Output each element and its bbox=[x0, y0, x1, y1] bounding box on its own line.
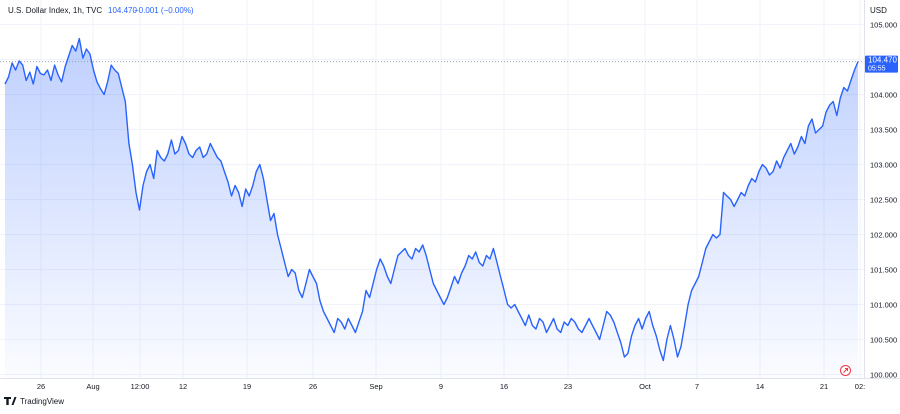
time-tick-label: 14 bbox=[756, 382, 764, 391]
time-tick-label: Aug bbox=[86, 382, 99, 391]
time-tick-label: 26 bbox=[37, 382, 45, 391]
price-tick-label: 101.000 bbox=[870, 301, 897, 310]
time-tick-label: 23 bbox=[564, 382, 572, 391]
last-price-tag: 104.470 05:55 bbox=[865, 55, 898, 73]
tv-logo-icon bbox=[3, 397, 17, 405]
time-tick-label: 12 bbox=[179, 382, 187, 391]
time-tick-label: 12:00 bbox=[131, 382, 150, 391]
tag-countdown: 05:55 bbox=[868, 66, 886, 73]
last-value: 104.470 bbox=[108, 6, 137, 15]
symbol-title: U.S. Dollar Index, 1h, TVC bbox=[8, 6, 102, 15]
price-tick-label: 102.000 bbox=[870, 231, 897, 240]
brand-name: TradingView bbox=[20, 397, 64, 406]
price-area bbox=[5, 38, 858, 378]
time-tick-label: 7 bbox=[695, 382, 699, 391]
price-tick-label: 100.000 bbox=[870, 371, 897, 380]
price-tick-label: 100.500 bbox=[870, 336, 897, 345]
time-tick-label: 16 bbox=[500, 382, 508, 391]
price-tick-label: 101.500 bbox=[870, 266, 897, 275]
scroll-to-realtime-button[interactable] bbox=[840, 365, 851, 376]
tradingview-logo[interactable]: TradingView bbox=[3, 397, 64, 406]
arrow-icon bbox=[843, 368, 848, 373]
time-tick-label: 19 bbox=[243, 382, 251, 391]
time-tick-label: 02: bbox=[855, 382, 865, 391]
price-line bbox=[4, 37, 859, 362]
currency-label: USD bbox=[870, 6, 887, 15]
price-axis[interactable]: 105.000104.500104.000103.500103.000102.5… bbox=[870, 21, 897, 380]
time-tick-label: 21 bbox=[820, 382, 828, 391]
price-tick-label: 104.000 bbox=[870, 91, 897, 100]
price-tick-label: 102.500 bbox=[870, 196, 897, 205]
change-value: −0.001 (−0.00%) bbox=[134, 6, 194, 15]
price-tick-label: 103.500 bbox=[870, 126, 897, 135]
time-tick-label: Sep bbox=[369, 382, 382, 391]
time-tick-label: 26 bbox=[309, 382, 317, 391]
time-axis[interactable]: 26 Aug 12:00 12 19 26 Sep 9 16 23 Oct 7 14 21 02: bbox=[37, 382, 865, 391]
price-tick-label: 105.000 bbox=[870, 21, 897, 30]
price-tick-label: 103.000 bbox=[870, 161, 897, 170]
time-tick-label: Oct bbox=[639, 382, 652, 391]
tag-price: 104.470 bbox=[868, 56, 897, 65]
time-tick-label: 9 bbox=[439, 382, 443, 391]
